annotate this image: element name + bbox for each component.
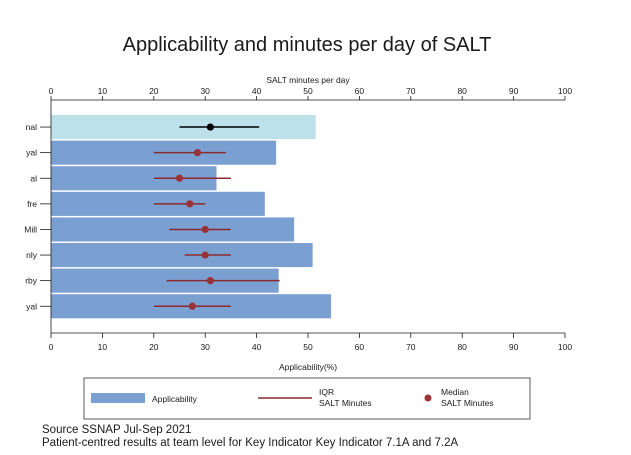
bottom-tick-label-10: 10 bbox=[98, 342, 108, 352]
top-tick-label-30: 30 bbox=[200, 86, 210, 96]
legend-label-applicability: Applicability bbox=[152, 394, 198, 404]
bottom-tick-label-0: 0 bbox=[49, 342, 54, 352]
category-label-3: fre bbox=[27, 199, 37, 209]
top-tick-label-0: 0 bbox=[49, 86, 54, 96]
top-tick-label-40: 40 bbox=[252, 86, 262, 96]
bottom-tick-label-50: 50 bbox=[303, 342, 313, 352]
top-tick-label-90: 90 bbox=[509, 86, 519, 96]
top-axis-label: SALT minutes per day bbox=[266, 75, 350, 85]
category-labels: nal yal al fre Mill nly rby yal bbox=[24, 122, 51, 311]
median-marker-1 bbox=[193, 149, 202, 157]
axes: 0 0 10 10 20 20 30 30 40 40 50 50 60 60 70 70 80 80 90 90 10… bbox=[49, 86, 573, 352]
median-marker-6 bbox=[206, 277, 214, 285]
top-tick-label-70: 70 bbox=[406, 86, 416, 96]
category-label-0: nal bbox=[26, 122, 37, 132]
chart-title: Applicability and minutes per day of SAL… bbox=[123, 34, 492, 56]
median-marker-4 bbox=[201, 225, 209, 234]
bar-5 bbox=[51, 243, 313, 268]
source-description: Patient-centred results at team level fo… bbox=[42, 437, 459, 449]
median-marker-0 bbox=[206, 123, 214, 131]
top-tick-label-80: 80 bbox=[457, 86, 467, 96]
top-tick-label-60: 60 bbox=[355, 86, 365, 96]
category-label-7: yal bbox=[26, 301, 37, 311]
category-label-4: Mill bbox=[24, 224, 37, 234]
legend-label-median-1: Median bbox=[441, 387, 469, 397]
median-marker-7 bbox=[188, 302, 196, 310]
legend-label-median-2: SALT Minutes bbox=[441, 398, 494, 408]
category-label-6: rby bbox=[25, 276, 38, 286]
bottom-tick-label-100: 100 bbox=[558, 342, 572, 352]
source-line: Source SSNAP Jul-Sep 2021 bbox=[42, 424, 192, 436]
bottom-tick-label-40: 40 bbox=[252, 342, 262, 352]
top-tick-label-20: 20 bbox=[149, 86, 159, 96]
legend: Applicability IQR SALT Minutes Median SA… bbox=[83, 377, 531, 420]
median-marker-2 bbox=[175, 174, 184, 182]
bottom-axis-label: Applicability(%) bbox=[279, 362, 337, 372]
category-label-2: al bbox=[30, 173, 37, 183]
bottom-tick-label-90: 90 bbox=[509, 342, 519, 352]
top-tick-label-50: 50 bbox=[303, 86, 313, 96]
top-tick-label-100: 100 bbox=[558, 86, 572, 96]
legend-label-iqr-2: SALT Minutes bbox=[319, 398, 372, 408]
legend-swatch-applicability bbox=[91, 393, 145, 403]
bottom-tick-label-60: 60 bbox=[355, 342, 365, 352]
category-label-1: yal bbox=[26, 148, 37, 158]
median-markers bbox=[175, 123, 214, 310]
median-marker-5 bbox=[201, 251, 209, 259]
bottom-tick-label-80: 80 bbox=[457, 342, 467, 352]
top-tick-label-10: 10 bbox=[98, 86, 108, 96]
legend-label-iqr-1: IQR bbox=[319, 387, 334, 397]
median-marker-3 bbox=[186, 200, 194, 208]
bottom-tick-label-70: 70 bbox=[406, 342, 416, 352]
bottom-tick-label-20: 20 bbox=[149, 342, 159, 352]
bottom-tick-label-30: 30 bbox=[200, 342, 210, 352]
category-label-5: nly bbox=[26, 250, 38, 260]
legend-swatch-median bbox=[424, 394, 432, 402]
